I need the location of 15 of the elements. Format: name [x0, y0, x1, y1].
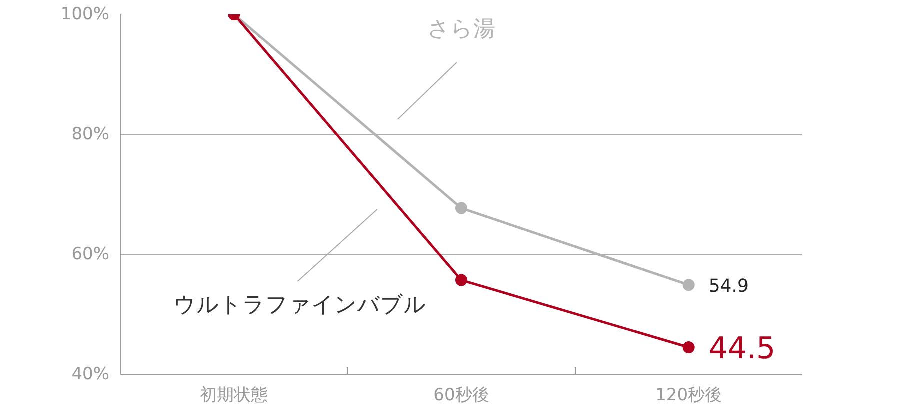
data-label: 44.5 [708, 332, 776, 366]
point [682, 279, 695, 292]
point [682, 342, 695, 354]
x-tick-label: 60秒後 [434, 386, 490, 406]
series-label: ウルトラファインバブル [174, 293, 427, 318]
y-tick-label: 80% [72, 124, 110, 144]
x-tick-label: 初期状態 [200, 386, 268, 406]
y-tick-label: 40% [72, 364, 110, 384]
x-tick-label: 120秒後 [656, 386, 722, 406]
y-tick-label: 60% [72, 244, 110, 264]
point [456, 274, 468, 286]
data-label: 54.9 [708, 276, 749, 298]
text: さら湯 [428, 17, 496, 42]
y-tick-label: 100% [60, 4, 110, 24]
point [456, 202, 468, 214]
